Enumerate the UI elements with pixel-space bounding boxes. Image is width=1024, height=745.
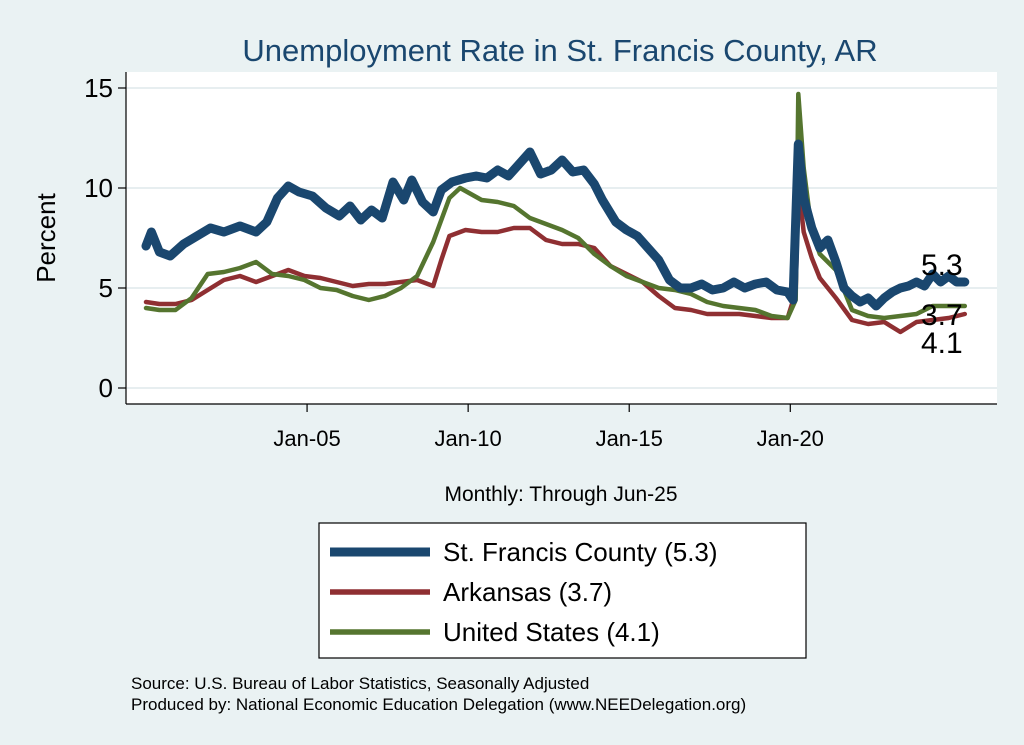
y-ticks: 0 5 10 15 [84, 73, 126, 403]
end-labels: 5.3 3.74.1 [921, 249, 963, 360]
x-tick-label: Jan-05 [273, 426, 340, 451]
end-label: 3.7 [921, 299, 963, 332]
legend-label: St. Francis County (5.3) [443, 537, 718, 567]
series-line-united-states [143, 91, 968, 321]
x-axis-label: Monthly: Through Jun-25 [444, 483, 677, 506]
legend-items: St. Francis County (5.3) Arkansas (3.7) Un… [330, 537, 718, 647]
source-line-2: Produced by: National Economic Education… [131, 695, 746, 714]
legend-label: Arkansas (3.7) [443, 577, 612, 607]
y-axis-label: Percent [31, 192, 61, 282]
source-line-1: Source: U.S. Bureau of Labor Statistics,… [131, 674, 589, 693]
y-tick-label: 10 [84, 173, 113, 203]
grid [126, 87, 997, 389]
legend-label: United States (4.1) [443, 617, 660, 647]
end-label: 4.1 [921, 327, 963, 360]
chart-title: Unemployment Rate in St. Francis County,… [242, 33, 877, 68]
y-tick-label: 0 [99, 373, 113, 403]
series-line-arkansas [143, 181, 968, 335]
plot-area [126, 72, 997, 404]
x-ticks: Jan-05 Jan-10 Jan-15 Jan-20 [273, 404, 824, 451]
series-line-st-francis-county [141, 139, 970, 311]
y-tick-label: 5 [99, 273, 113, 303]
x-tick-label: Jan-20 [757, 426, 824, 451]
series-lines [141, 91, 970, 335]
x-tick-label: Jan-10 [435, 426, 502, 451]
end-label: 5.3 [921, 249, 963, 282]
y-tick-label: 15 [84, 73, 113, 103]
x-tick-label: Jan-15 [596, 426, 663, 451]
